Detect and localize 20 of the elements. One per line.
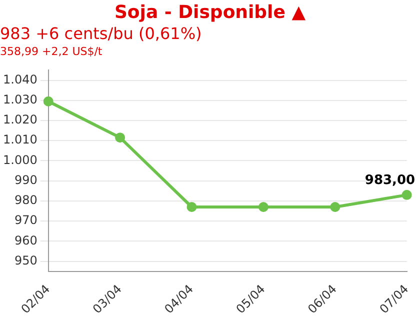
y-tick-label: 1.040 [2,72,38,86]
point [115,132,126,143]
y-tick-label: 1.020 [2,112,38,127]
chart-title: Soja - Disponible ▲ [113,1,307,24]
y-tick-label: 970 [14,213,38,228]
point [186,202,197,212]
chart-subtitle: 983 +6 cents/bu (0,61%) [0,24,203,44]
data-label: 983,00 [364,172,416,188]
y-tick-label: 990 [14,172,38,187]
text: 358,99 +2,2 US$/t [0,44,104,60]
point [43,96,54,106]
y-tick-label: 960 [14,233,38,248]
point [258,202,268,212]
y-tick-label: 1.010 [2,132,38,147]
point [402,190,412,200]
point [330,202,340,212]
y-tick-label: 950 [14,253,38,268]
y-tick-label: 980 [14,193,38,208]
y-tick-label: 1.000 [2,152,38,167]
y-tick-label: 1.030 [2,92,38,106]
